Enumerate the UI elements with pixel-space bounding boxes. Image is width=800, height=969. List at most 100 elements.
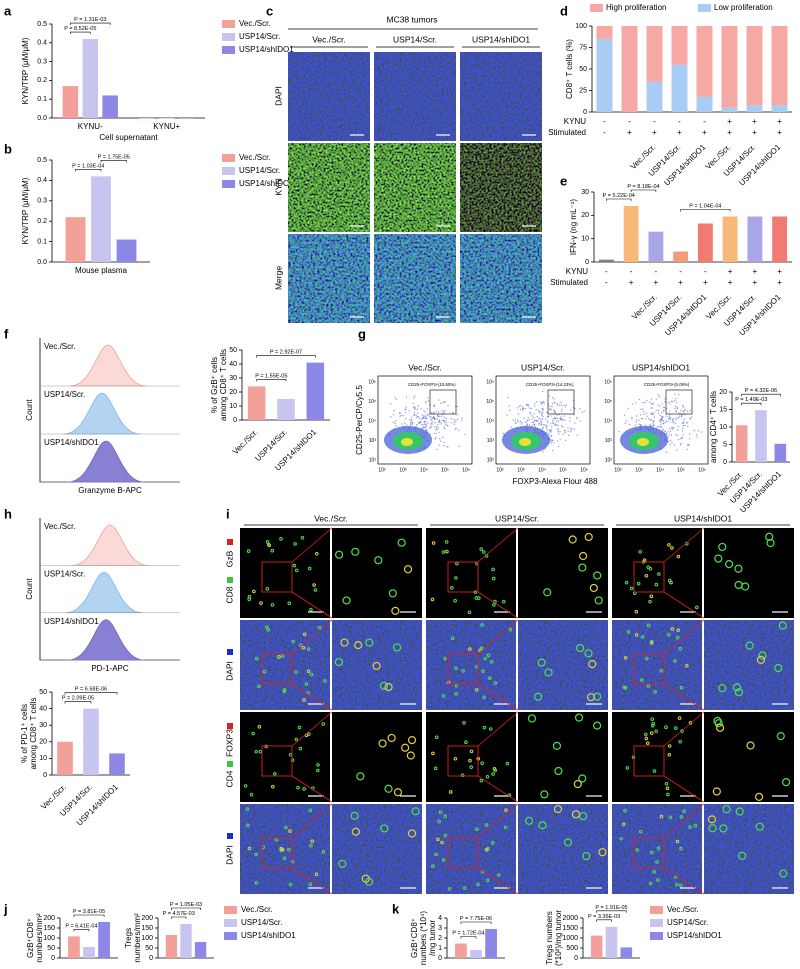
y-tick-label: 0 bbox=[233, 417, 237, 424]
zoom-box bbox=[447, 837, 479, 869]
flow-event bbox=[635, 402, 637, 404]
flow-event bbox=[689, 409, 691, 412]
flow-event bbox=[562, 418, 564, 421]
flow-event bbox=[561, 408, 563, 411]
significance-bracket bbox=[606, 198, 632, 201]
cell bbox=[293, 542, 297, 546]
cell bbox=[282, 689, 287, 694]
flow-event bbox=[560, 416, 562, 418]
flow-event bbox=[651, 407, 653, 409]
flow-event bbox=[458, 445, 461, 447]
flow-event bbox=[540, 403, 543, 406]
flow-event bbox=[554, 422, 556, 424]
flow-event bbox=[560, 401, 562, 403]
flow-event bbox=[675, 433, 677, 436]
zoom-box bbox=[447, 745, 479, 777]
y-tick-label: 3 bbox=[438, 925, 442, 932]
flow-event bbox=[442, 410, 445, 413]
flow-event bbox=[653, 419, 655, 422]
cell bbox=[334, 657, 343, 667]
flow-x-tick: 10⁴ bbox=[420, 467, 428, 473]
cell bbox=[308, 882, 313, 887]
row-label: CD4 bbox=[224, 770, 234, 787]
flow-event bbox=[543, 424, 545, 426]
flow-event bbox=[395, 398, 398, 400]
flow-x-tick: 10² bbox=[614, 467, 622, 473]
panel-letter: d bbox=[560, 3, 568, 18]
panel-letter: i bbox=[226, 506, 230, 521]
flow-title: USP14/Scr. bbox=[521, 362, 565, 372]
flow-event bbox=[687, 425, 689, 428]
condition-mark: + bbox=[654, 278, 659, 287]
flow-event bbox=[648, 423, 651, 426]
cell bbox=[431, 541, 436, 545]
y-tick-label: 50 bbox=[145, 945, 153, 952]
cell bbox=[462, 720, 466, 725]
cell bbox=[713, 716, 722, 726]
flow-event bbox=[624, 422, 627, 424]
flow-event bbox=[642, 402, 644, 404]
flow-event bbox=[516, 407, 519, 409]
flow-event bbox=[416, 412, 419, 414]
cell bbox=[316, 763, 320, 767]
cell bbox=[656, 846, 661, 851]
bar bbox=[109, 753, 125, 775]
flow-event bbox=[410, 422, 412, 424]
cell bbox=[264, 625, 269, 629]
flow-event bbox=[446, 445, 448, 447]
flow-event bbox=[689, 418, 692, 420]
flow-event bbox=[664, 421, 667, 424]
cell bbox=[388, 589, 397, 598]
cell bbox=[307, 566, 312, 571]
flow-event bbox=[643, 411, 645, 413]
cell bbox=[485, 878, 490, 883]
cell bbox=[714, 554, 723, 563]
flow-event bbox=[394, 422, 396, 425]
flow-event bbox=[669, 439, 672, 442]
cell bbox=[718, 542, 727, 552]
y-tick-label: 0.4 bbox=[37, 177, 47, 184]
histogram-peak bbox=[69, 344, 147, 387]
flow-event bbox=[665, 415, 668, 417]
zoom-line bbox=[291, 803, 333, 839]
significance-bracket bbox=[460, 921, 492, 924]
condition-mark: + bbox=[627, 128, 632, 137]
significance-bracket bbox=[596, 919, 612, 922]
micrograph bbox=[612, 712, 702, 802]
zoom-line bbox=[291, 683, 333, 711]
cell bbox=[340, 638, 349, 647]
flow-event bbox=[433, 404, 435, 406]
micrograph bbox=[240, 804, 330, 894]
cell bbox=[351, 827, 360, 836]
zoom-line bbox=[291, 591, 333, 619]
y-axis-label: CD8⁺ T cells (%) bbox=[565, 39, 574, 99]
flow-event bbox=[453, 421, 456, 423]
histogram-x-label: Granzyme B-APC bbox=[78, 486, 142, 495]
p-value: P = 4.32E-06 bbox=[745, 388, 777, 394]
cell bbox=[715, 723, 725, 732]
cell bbox=[321, 850, 326, 854]
flow-event bbox=[667, 440, 670, 443]
cell bbox=[302, 787, 306, 791]
bar bbox=[91, 176, 111, 262]
cell bbox=[554, 766, 563, 776]
y-tick-label: 150 bbox=[43, 925, 55, 932]
cell bbox=[259, 601, 263, 605]
cell bbox=[552, 741, 562, 750]
flow-event bbox=[427, 422, 429, 424]
flow-event bbox=[548, 433, 550, 435]
flow-event bbox=[529, 411, 531, 414]
condition-mark: + bbox=[728, 278, 733, 287]
flow-event bbox=[665, 420, 668, 422]
bar bbox=[68, 936, 80, 958]
cell bbox=[447, 887, 452, 891]
flow-event bbox=[531, 418, 534, 420]
cell bbox=[659, 814, 664, 819]
flow-event bbox=[520, 423, 522, 425]
cell bbox=[497, 873, 501, 877]
flow-event bbox=[574, 407, 576, 410]
cell bbox=[619, 836, 623, 841]
flow-event bbox=[424, 417, 426, 419]
cell bbox=[586, 693, 596, 702]
cell bbox=[578, 563, 587, 572]
